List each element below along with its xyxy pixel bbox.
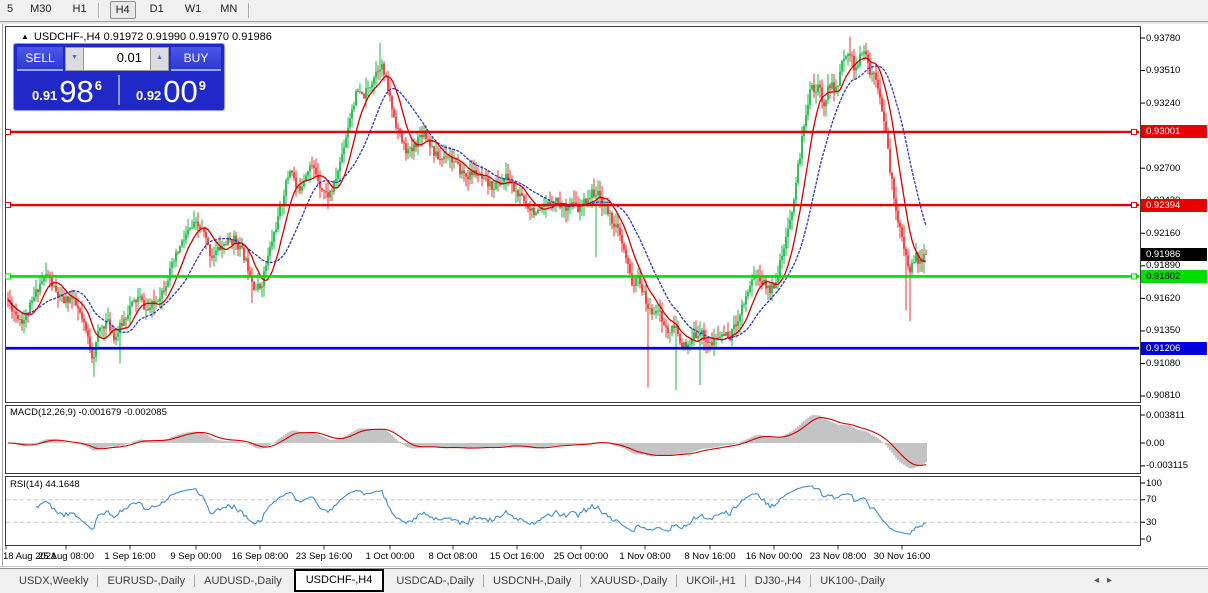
volume-input[interactable]: 0.01 xyxy=(84,47,150,71)
hline-handle[interactable] xyxy=(5,128,11,135)
timeframe-button-5[interactable]: 5 xyxy=(7,3,14,15)
tab-separator xyxy=(810,575,812,587)
hline-handle[interactable] xyxy=(5,273,11,280)
chart-tab-dj30-h4[interactable]: DJ30-,H4 xyxy=(754,575,802,587)
chart-tab-xauusd-daily[interactable]: XAUUSD-,Daily xyxy=(590,575,668,587)
chart-tab-audusd-daily[interactable]: AUDUSD-,Daily xyxy=(204,575,282,587)
chart-tab-usdx-weekly[interactable]: USDX,Weekly xyxy=(19,575,89,587)
hline-handle[interactable] xyxy=(5,202,11,209)
tabs-scroll-right-icon[interactable]: ▸ xyxy=(1106,575,1120,586)
tab-separator xyxy=(194,575,196,587)
sell-button[interactable]: SELL xyxy=(17,47,63,71)
chart-tab-usdchf-h4[interactable]: USDCHF-,H4 xyxy=(293,569,385,592)
tabs-scroll-left-icon[interactable]: ◂ xyxy=(1093,575,1107,586)
buy-price-big: 00 xyxy=(163,74,198,109)
window-left-border xyxy=(2,24,3,566)
chart-tab-usdcad-daily[interactable]: USDCAD-,Daily xyxy=(396,575,474,587)
macd-histogram xyxy=(7,415,927,469)
buy-price[interactable]: 0.92 00 9 xyxy=(121,73,221,107)
sell-price-head: 0.91 xyxy=(31,88,58,103)
ma-fast-line xyxy=(7,57,927,342)
buy-price-sup: 9 xyxy=(198,78,207,93)
chart-tab-ukoil-h1[interactable]: UKOil-,H1 xyxy=(686,575,736,587)
volume-decrease-button[interactable]: ▼ xyxy=(65,47,84,71)
timeframe-button-w1[interactable]: W1 xyxy=(184,3,202,15)
tab-separator xyxy=(97,575,99,587)
chart-tab-uk100-daily[interactable]: UK100-,Daily xyxy=(820,575,886,587)
chart-tab-bar: USDX,Weekly EURUSD-,Daily AUDUSD-,Daily USD… xyxy=(0,568,1208,593)
macd-signal-line xyxy=(8,416,927,466)
one-click-trading-panel: SELL ▼ 0.01 ▲ BUY 0.91 98 6 0.92 00 9 xyxy=(13,43,225,111)
tab-separator xyxy=(580,575,582,587)
timeframe-toolbar: 5 M30 H1 H4 D1 W1 MN xyxy=(0,0,1208,22)
volume-increase-button[interactable]: ▲ xyxy=(150,47,169,71)
chart-title-text: USDCHF-,H4 0.91972 0.91990 0.91970 0.919… xyxy=(33,31,272,43)
sell-price[interactable]: 0.91 98 6 xyxy=(17,73,117,107)
ma-slow-line xyxy=(7,65,927,341)
sell-price-big: 98 xyxy=(59,74,94,109)
timeframe-button-d1[interactable]: D1 xyxy=(149,3,164,15)
collapse-triangle-icon[interactable]: ▲ xyxy=(21,32,29,41)
toolbar-separator xyxy=(97,3,99,18)
rsi-line xyxy=(35,485,926,535)
timeframe-button-h4[interactable]: H4 xyxy=(109,1,136,19)
buy-button[interactable]: BUY xyxy=(171,47,221,71)
hline-handle[interactable] xyxy=(1131,128,1137,135)
timeframe-button-mn[interactable]: MN xyxy=(220,3,238,15)
chart-tab-usdcnh-daily[interactable]: USDCNH-,Daily xyxy=(492,575,572,587)
hline-handle[interactable] xyxy=(1131,202,1137,209)
chart-title: ▲ USDCHF-,H4 0.91972 0.91990 0.91970 0.91… xyxy=(21,31,272,43)
price-divider xyxy=(118,75,120,105)
timeframe-button-m30[interactable]: M30 xyxy=(30,3,52,15)
window-bottom-border xyxy=(0,566,1208,567)
hline-handle[interactable] xyxy=(1131,273,1137,280)
tab-separator xyxy=(676,575,678,587)
timeframe-button-h1[interactable]: H1 xyxy=(72,3,87,15)
tab-separator xyxy=(744,575,746,587)
tab-separator xyxy=(482,575,484,587)
buy-price-head: 0.92 xyxy=(135,88,162,103)
toolbar-separator xyxy=(248,3,250,18)
sell-price-sup: 6 xyxy=(94,78,103,93)
chart-tab-eurusd-daily[interactable]: EURUSD-,Daily xyxy=(107,575,186,587)
